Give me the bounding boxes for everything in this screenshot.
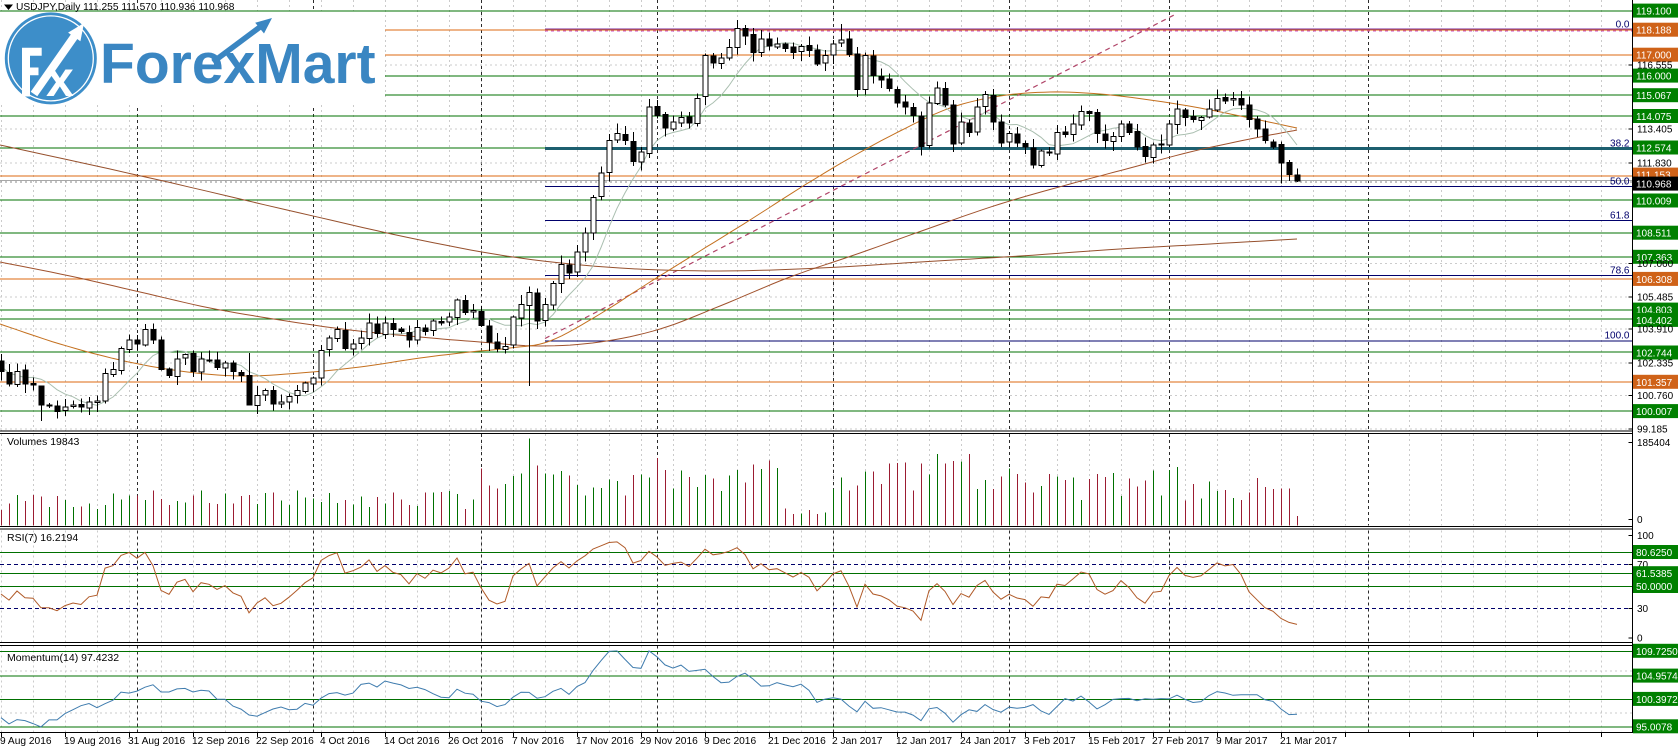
svg-text:Volumes 19843: Volumes 19843: [7, 436, 80, 448]
svg-text:104.402: 104.402: [1636, 316, 1673, 327]
svg-text:112.574: 112.574: [1636, 144, 1672, 155]
svg-text:105.485: 105.485: [1637, 292, 1674, 303]
svg-text:22 Sep 2016: 22 Sep 2016: [256, 736, 314, 747]
svg-text:USDJPY,Daily 111.255 111.570: USDJPY,Daily 111.255 111.570 110.936 110…: [16, 2, 235, 13]
svg-text:24 Jan 2017: 24 Jan 2017: [960, 736, 1016, 747]
svg-text:104.803: 104.803: [1636, 306, 1673, 317]
svg-text:50.0: 50.0: [1610, 176, 1630, 187]
svg-text:116.555: 116.555: [1637, 60, 1673, 71]
svg-text:26 Oct 2016: 26 Oct 2016: [448, 736, 504, 747]
svg-text:21 Mar 2017: 21 Mar 2017: [1280, 736, 1338, 747]
svg-text:78.6: 78.6: [1610, 265, 1630, 276]
svg-text:110.009: 110.009: [1636, 197, 1672, 208]
svg-text:70: 70: [1637, 560, 1649, 571]
svg-text:100: 100: [1637, 531, 1654, 542]
svg-text:110.968: 110.968: [1636, 180, 1672, 191]
svg-text:30: 30: [1637, 604, 1649, 615]
svg-text:9 Aug 2016: 9 Aug 2016: [0, 736, 52, 747]
svg-text:119.100: 119.100: [1636, 7, 1672, 18]
svg-text:117.000: 117.000: [1636, 51, 1672, 62]
svg-text:61.8: 61.8: [1610, 210, 1630, 221]
svg-text:0.0: 0.0: [1616, 20, 1630, 31]
svg-text:102.335: 102.335: [1637, 358, 1674, 369]
svg-text:100.007: 100.007: [1636, 407, 1673, 418]
svg-text:7 Nov 2016: 7 Nov 2016: [512, 736, 564, 747]
svg-text:118.188: 118.188: [1636, 26, 1672, 37]
svg-text:114.075: 114.075: [1636, 112, 1672, 123]
svg-text:12 Sep 2016: 12 Sep 2016: [192, 736, 250, 747]
svg-text:0: 0: [1637, 515, 1643, 526]
svg-text:111.830: 111.830: [1637, 159, 1672, 170]
svg-text:113.405: 113.405: [1637, 125, 1673, 136]
svg-text:102.744: 102.744: [1636, 349, 1673, 360]
svg-text:9 Mar 2017: 9 Mar 2017: [1216, 736, 1268, 747]
svg-text:14 Oct 2016: 14 Oct 2016: [384, 736, 440, 747]
svg-text:31 Aug 2016: 31 Aug 2016: [128, 736, 186, 747]
svg-text:109.7250: 109.7250: [1636, 647, 1678, 658]
svg-text:107.060: 107.060: [1637, 259, 1674, 270]
svg-text:80.6250: 80.6250: [1636, 548, 1673, 559]
svg-text:61.5385: 61.5385: [1636, 569, 1673, 580]
svg-text:2 Jan 2017: 2 Jan 2017: [832, 736, 883, 747]
svg-text:0: 0: [1637, 634, 1643, 645]
svg-text:4 Oct 2016: 4 Oct 2016: [320, 736, 370, 747]
svg-text:38.2: 38.2: [1610, 138, 1630, 149]
svg-text:106.308: 106.308: [1636, 275, 1673, 286]
svg-text:3 Feb 2017: 3 Feb 2017: [1024, 736, 1076, 747]
svg-text:95.0078: 95.0078: [1636, 722, 1673, 733]
svg-text:100.3972: 100.3972: [1636, 695, 1678, 706]
svg-text:RSI(7) 16.2194: RSI(7) 16.2194: [7, 532, 78, 544]
svg-text:15 Feb 2017: 15 Feb 2017: [1088, 736, 1146, 747]
svg-text:12 Jan 2017: 12 Jan 2017: [896, 736, 952, 747]
svg-text:100.760: 100.760: [1637, 391, 1674, 402]
svg-text:107.363: 107.363: [1636, 253, 1673, 264]
svg-text:21 Dec 2016: 21 Dec 2016: [768, 736, 826, 747]
svg-text:17 Nov 2016: 17 Nov 2016: [576, 736, 634, 747]
svg-text:100.0: 100.0: [1604, 331, 1629, 342]
svg-text:29 Nov 2016: 29 Nov 2016: [640, 736, 698, 747]
svg-text:19 Aug 2016: 19 Aug 2016: [64, 736, 122, 747]
svg-text:99.185: 99.185: [1637, 424, 1668, 435]
svg-text:111.153: 111.153: [1636, 171, 1671, 182]
svg-text:108.511: 108.511: [1636, 229, 1672, 240]
svg-text:50.0000: 50.0000: [1636, 582, 1673, 593]
svg-text:101.357: 101.357: [1636, 378, 1673, 389]
svg-text:9 Dec 2016: 9 Dec 2016: [704, 736, 756, 747]
svg-text:104.9574: 104.9574: [1636, 672, 1678, 683]
svg-text:27 Feb 2017: 27 Feb 2017: [1152, 736, 1210, 747]
svg-text:Momentum(14) 97.4232: Momentum(14) 97.4232: [7, 652, 119, 664]
svg-text:115.067: 115.067: [1636, 91, 1672, 102]
svg-text:116.000: 116.000: [1636, 72, 1672, 83]
svg-text:185404: 185404: [1637, 438, 1671, 449]
svg-text:103.910: 103.910: [1637, 325, 1674, 336]
